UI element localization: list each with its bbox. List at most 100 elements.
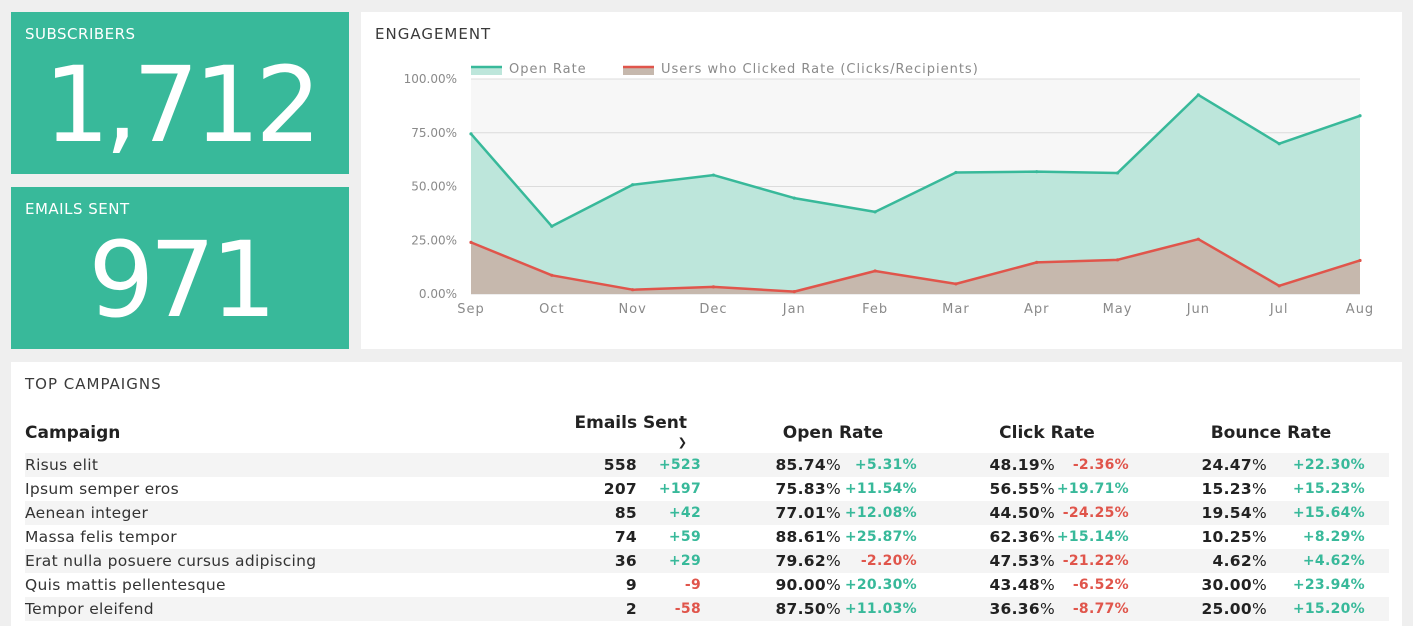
table-row[interactable]: Erat nulla posuere cursus adipiscing 36 +2…: [25, 549, 1389, 573]
bounce-rate-value: 25.00%: [1153, 597, 1267, 621]
data-point: [631, 288, 635, 292]
click-rate-value-text: 62.36: [989, 528, 1040, 546]
x-tick-label: Mar: [942, 302, 970, 317]
bounce-rate-delta-text: +4.62%: [1302, 553, 1365, 569]
campaign-name: Quis mattis pellentesque: [25, 573, 565, 597]
emails-sent-delta: +29: [637, 549, 725, 573]
percent-sign: %: [1039, 576, 1055, 594]
bounce-rate-delta-text: +23.94%: [1292, 577, 1365, 593]
percent-sign: %: [1039, 456, 1055, 474]
header-bounce-rate[interactable]: Bounce Rate: [1210, 423, 1332, 443]
emails-sent-value: 971: [88, 219, 277, 341]
y-tick-label: 100.00%: [404, 72, 457, 86]
emails-sent-value: 558: [565, 453, 637, 477]
open-rate-delta: +25.87%: [841, 525, 941, 549]
click-rate-value: 56.55%: [941, 477, 1055, 501]
header-campaign[interactable]: Campaign: [25, 423, 121, 443]
bounce-rate-delta-text: +15.20%: [1292, 601, 1365, 617]
percent-sign: %: [1251, 576, 1267, 594]
data-point: [1035, 260, 1039, 264]
table-row[interactable]: Risus elit 558 +523 85.74% +5.31% 48.19% -2.36…: [25, 453, 1389, 477]
open-rate-delta-text: +20.30%: [844, 577, 917, 593]
subscribers-tile[interactable]: SUBSCRIBERS 1,712: [11, 12, 349, 174]
open-rate-value-text: 90.00: [775, 576, 826, 594]
bounce-rate-delta-text: +15.23%: [1292, 481, 1365, 497]
legend-label: Users who Clicked Rate (Clicks/Recipient…: [661, 62, 979, 77]
open-rate-value: 79.62%: [725, 549, 841, 573]
open-rate-delta-text: -2.20%: [860, 553, 917, 569]
bounce-rate-delta: +15.20%: [1267, 597, 1389, 621]
bounce-rate-value: 30.00%: [1153, 573, 1267, 597]
percent-sign: %: [1251, 504, 1267, 522]
bounce-rate-value-text: 4.62: [1212, 552, 1252, 570]
percent-sign: %: [1039, 552, 1055, 570]
click-rate-value-text: 48.19: [989, 456, 1040, 474]
percent-sign: %: [825, 480, 841, 498]
header-open-rate[interactable]: Open Rate: [782, 423, 884, 443]
campaign-name-text: Quis mattis pellentesque: [25, 576, 226, 594]
open-rate-delta-text: +5.31%: [854, 457, 917, 473]
table-row[interactable]: Massa felis tempor 74 +59 88.61% +25.87% 62.3…: [25, 525, 1389, 549]
chevron-down-icon[interactable]: ❯: [677, 436, 687, 449]
header-emails-sent-label: Emails Sent: [574, 413, 688, 433]
open-rate-delta: -2.20%: [841, 549, 941, 573]
campaign-name: Erat nulla posuere cursus adipiscing: [25, 549, 565, 573]
data-point: [1196, 237, 1200, 241]
campaign-name: Aenean integer: [25, 501, 565, 525]
bounce-rate-delta: +4.62%: [1267, 549, 1389, 573]
table-row[interactable]: Aenean integer 85 +42 77.01% +12.08% 44.50% -2…: [25, 501, 1389, 525]
bounce-rate-value-text: 25.00: [1201, 600, 1252, 618]
click-rate-value-text: 47.53: [989, 552, 1040, 570]
open-rate-value: 87.50%: [725, 597, 841, 621]
subscribers-value: 1,712: [43, 44, 322, 166]
bounce-rate-delta: +15.23%: [1267, 477, 1389, 501]
percent-sign: %: [1039, 480, 1055, 498]
data-point: [1196, 93, 1200, 97]
data-point: [1115, 258, 1120, 262]
y-tick-label: 50.00%: [411, 180, 457, 194]
table-row[interactable]: Tempor eleifend 2 -58 87.50% +11.03% 36.36% -8…: [25, 597, 1389, 621]
click-rate-delta: +19.71%: [1055, 477, 1153, 501]
emails-sent-value-text: 2: [625, 600, 637, 618]
bounce-rate-value: 15.23%: [1153, 477, 1267, 501]
table-row[interactable]: Quis mattis pellentesque 9 -9 90.00% +20.30%…: [25, 573, 1389, 597]
open-rate-delta: +11.54%: [841, 477, 941, 501]
open-rate-delta: +12.08%: [841, 501, 941, 525]
emails-sent-value-text: 85: [614, 504, 637, 522]
click-rate-delta-text: -6.52%: [1072, 577, 1129, 593]
bounce-rate-value-text: 24.47: [1201, 456, 1252, 474]
open-rate-value-text: 85.74: [775, 456, 826, 474]
open-rate-delta-text: +25.87%: [844, 529, 917, 545]
data-point: [792, 290, 796, 294]
bounce-rate-value-text: 30.00: [1201, 576, 1252, 594]
header-click-rate[interactable]: Click Rate: [999, 423, 1095, 443]
data-point: [1035, 170, 1039, 174]
open-rate-value: 75.83%: [725, 477, 841, 501]
emails-sent-value-text: 207: [603, 480, 637, 498]
emails-sent-value-text: 36: [614, 552, 637, 570]
campaign-name: Risus elit: [25, 453, 565, 477]
bounce-rate-value-text: 10.25: [1201, 528, 1252, 546]
click-rate-delta-text: -8.77%: [1072, 601, 1129, 617]
click-rate-delta: -24.25%: [1055, 501, 1153, 525]
data-point: [1358, 114, 1362, 118]
campaign-name-text: Aenean integer: [25, 504, 149, 522]
emails-sent-value: 9: [565, 573, 637, 597]
click-rate-delta: -8.77%: [1055, 597, 1153, 621]
bounce-rate-delta-text: +22.30%: [1292, 457, 1365, 473]
bounce-rate-value-text: 19.54: [1201, 504, 1252, 522]
emails-sent-tile[interactable]: EMAILS SENT 971: [11, 187, 349, 349]
percent-sign: %: [825, 576, 841, 594]
x-tick-label: Sep: [457, 302, 485, 317]
emails-sent-value: 36: [565, 549, 637, 573]
table-row[interactable]: Ipsum semper eros 207 +197 75.83% +11.54% 56.…: [25, 477, 1389, 501]
bounce-rate-delta-text: +15.64%: [1292, 505, 1365, 521]
click-rate-delta: -2.36%: [1055, 453, 1153, 477]
bounce-rate-delta-text: +8.29%: [1302, 529, 1365, 545]
header-emails-sent[interactable]: Emails Sent ❯: [565, 413, 725, 453]
open-rate-value: 77.01%: [725, 501, 841, 525]
data-point: [1277, 142, 1281, 146]
x-tick-label: Jul: [1269, 302, 1289, 317]
emails-sent-delta: -58: [637, 597, 725, 621]
data-point: [873, 210, 877, 214]
